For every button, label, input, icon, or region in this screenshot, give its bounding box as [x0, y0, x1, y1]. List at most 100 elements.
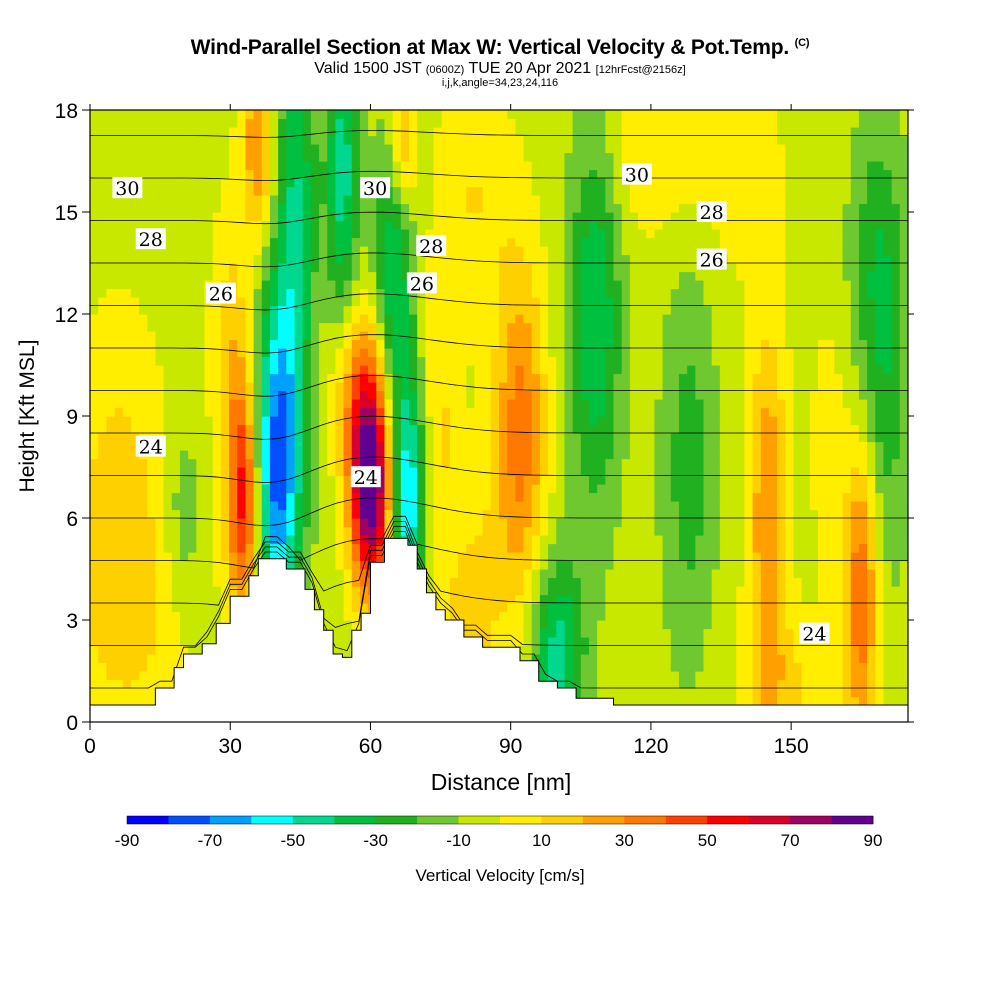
velocity-cell — [400, 339, 410, 349]
velocity-cell — [130, 127, 140, 137]
velocity-cell — [646, 305, 656, 315]
velocity-cell — [458, 475, 467, 485]
velocity-cell — [417, 212, 426, 222]
velocity-cell — [319, 509, 328, 519]
velocity-cell — [531, 373, 541, 383]
velocity-cell — [179, 127, 189, 137]
velocity-cell — [588, 611, 598, 621]
velocity-cell — [188, 475, 197, 485]
velocity-cell — [425, 373, 435, 383]
velocity-cell — [269, 331, 279, 341]
velocity-cell — [237, 552, 247, 562]
velocity-cell — [212, 331, 222, 341]
velocity-cell — [523, 501, 533, 511]
velocity-cell — [204, 501, 214, 511]
velocity-cell — [343, 212, 353, 222]
velocity-cell — [179, 569, 189, 579]
velocity-cell — [572, 645, 582, 655]
velocity-cell — [139, 594, 148, 604]
velocity-cell — [433, 603, 443, 613]
velocity-cell — [580, 484, 590, 494]
velocity-cell — [90, 305, 99, 315]
velocity-cell — [368, 322, 377, 332]
velocity-cell — [597, 339, 606, 349]
velocity-cell — [139, 331, 148, 341]
velocity-cell — [286, 433, 296, 443]
velocity-cell — [531, 407, 541, 417]
velocity-cell — [654, 543, 664, 553]
velocity-cell — [572, 535, 582, 545]
velocity-cell — [122, 127, 132, 137]
velocity-cell — [343, 484, 353, 494]
velocity-cell — [556, 144, 566, 154]
velocity-cell — [425, 322, 435, 332]
velocity-cell — [629, 195, 639, 205]
velocity-cell — [163, 203, 173, 213]
velocity-cell — [319, 288, 328, 298]
velocity-cell — [588, 501, 598, 511]
velocity-cell — [629, 560, 639, 570]
velocity-cell — [286, 203, 296, 213]
velocity-cell — [605, 679, 615, 689]
velocity-cell — [204, 441, 214, 451]
velocity-cell — [122, 424, 132, 434]
velocity-cell — [441, 297, 451, 307]
velocity-cell — [204, 229, 214, 239]
velocity-cell — [368, 288, 377, 298]
velocity-cell — [482, 246, 492, 256]
velocity-cell — [327, 237, 336, 247]
velocity-cell — [482, 441, 492, 451]
velocity-cell — [204, 637, 214, 647]
velocity-cell — [212, 509, 222, 519]
velocity-cell — [580, 356, 590, 366]
velocity-cell — [376, 390, 386, 400]
velocity-cell — [531, 220, 541, 230]
velocity-cell — [327, 348, 336, 358]
velocity-cell — [310, 356, 320, 366]
velocity-cell — [490, 560, 500, 570]
velocity-cell — [548, 161, 557, 171]
velocity-cell — [548, 152, 557, 162]
velocity-cell — [98, 271, 107, 281]
velocity-cell — [646, 390, 656, 400]
velocity-cell — [171, 433, 181, 443]
velocity-cell — [523, 645, 533, 655]
velocity-cell — [433, 263, 443, 273]
velocity-cell — [269, 203, 279, 213]
velocity-cell — [106, 246, 116, 256]
velocity-cell — [605, 118, 615, 128]
velocity-cell — [539, 671, 549, 681]
velocity-cell — [458, 569, 467, 579]
velocity-cell — [548, 611, 557, 621]
velocity-cell — [613, 526, 623, 536]
velocity-cell — [196, 322, 206, 332]
velocity-cell — [147, 399, 157, 409]
velocity-cell — [572, 492, 582, 502]
velocity-cell — [368, 365, 377, 375]
velocity-cell — [196, 339, 206, 349]
velocity-cell — [302, 509, 312, 519]
velocity-cell — [588, 586, 598, 596]
velocity-cell — [286, 144, 296, 154]
velocity-cell — [499, 280, 508, 290]
velocity-cell — [539, 186, 549, 196]
velocity-cell — [629, 679, 639, 689]
velocity-cell — [474, 152, 484, 162]
velocity-cell — [229, 569, 238, 579]
velocity-cell — [441, 467, 451, 477]
velocity-cell — [139, 569, 148, 579]
velocity-cell — [106, 569, 116, 579]
velocity-cell — [474, 246, 484, 256]
velocity-cell — [523, 577, 533, 587]
velocity-cell — [580, 628, 590, 638]
velocity-cell — [147, 586, 157, 596]
velocity-cell — [376, 220, 386, 230]
velocity-cell — [245, 135, 255, 145]
velocity-cell — [163, 331, 173, 341]
velocity-cell — [515, 382, 525, 392]
velocity-cell — [458, 501, 467, 511]
velocity-cell — [122, 645, 132, 655]
velocity-cell — [605, 314, 615, 324]
velocity-cell — [294, 382, 304, 392]
velocity-cell — [171, 254, 181, 264]
